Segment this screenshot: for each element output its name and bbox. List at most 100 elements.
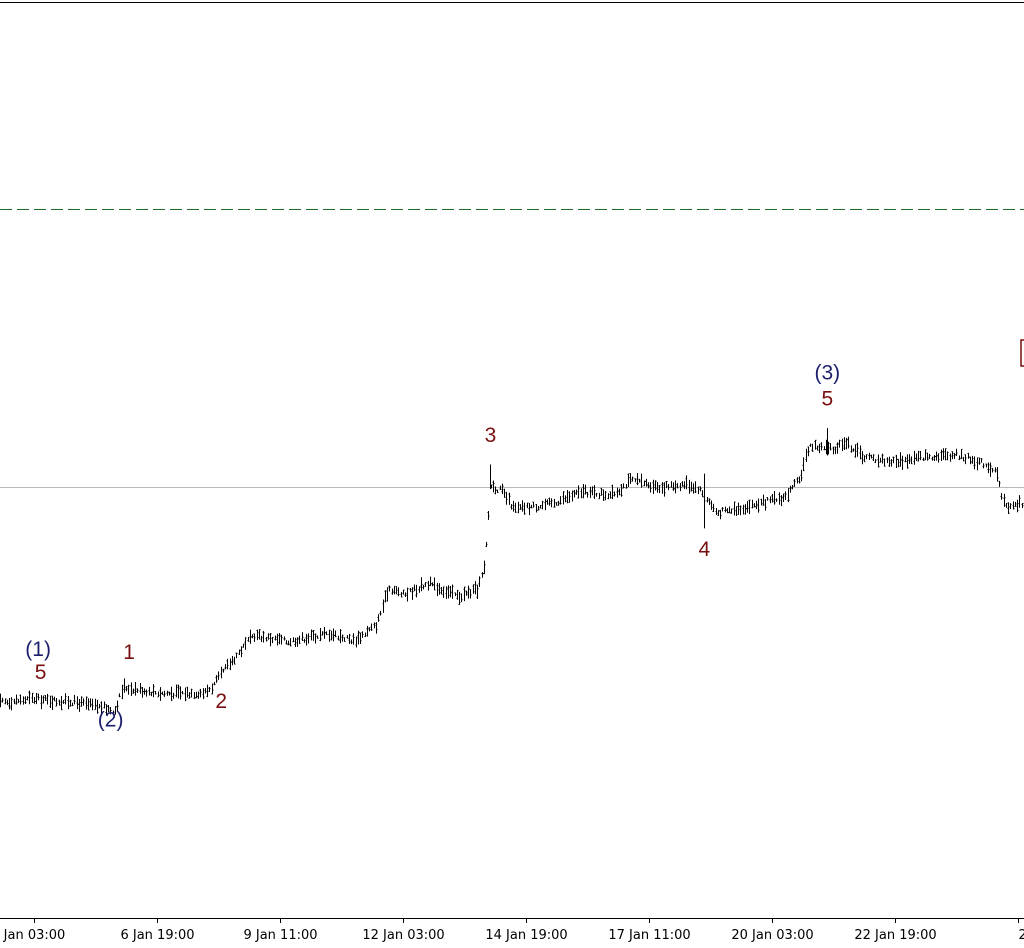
price-bar <box>373 622 376 629</box>
price-bar <box>688 479 691 494</box>
price-bar <box>15 694 18 705</box>
price-bar <box>445 586 448 599</box>
price-bar <box>780 495 783 507</box>
price-bar <box>361 631 364 638</box>
price-bar <box>888 456 891 468</box>
x-tick-label: 9 Jan 11:00 <box>243 928 317 943</box>
price-bar <box>298 635 301 645</box>
price-bar <box>589 486 592 498</box>
price-bar <box>591 486 594 496</box>
price-bar <box>699 486 702 492</box>
price-bar <box>40 695 43 710</box>
price-bar <box>744 504 747 515</box>
price-bar <box>739 505 742 516</box>
price-bar <box>926 452 929 461</box>
price-bar <box>548 497 551 506</box>
price-bar <box>652 479 655 494</box>
price-bar <box>602 489 605 501</box>
price-bar <box>190 688 193 698</box>
price-bar <box>910 456 913 465</box>
price-bar <box>222 668 225 673</box>
price-bar <box>625 483 628 489</box>
price-bar <box>98 703 101 709</box>
price-bar <box>874 459 877 463</box>
price-bar <box>157 691 160 698</box>
price-bar <box>496 489 499 493</box>
price-bar <box>899 452 902 467</box>
price-bar <box>991 467 994 473</box>
price-bar <box>708 498 711 505</box>
price-bar <box>879 457 882 463</box>
price-bar <box>895 454 898 468</box>
price-bar <box>942 448 945 460</box>
price-bar <box>616 487 619 498</box>
price-bar <box>413 584 416 592</box>
price-bar <box>397 587 400 597</box>
price-bar <box>33 697 36 704</box>
price-bar <box>582 484 585 499</box>
price-bar <box>386 587 389 602</box>
price-bar <box>737 502 740 515</box>
price-bar <box>784 491 787 501</box>
price-bar <box>393 585 396 595</box>
price-bar <box>854 444 857 458</box>
price-bar <box>206 684 209 698</box>
price-bar <box>215 675 218 683</box>
price-bar <box>224 664 227 670</box>
price-bar <box>55 698 58 707</box>
price-bar <box>127 684 130 695</box>
price-bar <box>712 503 715 512</box>
price-bar <box>17 698 20 703</box>
price-bar <box>330 630 333 641</box>
price-bar <box>805 448 808 463</box>
price-bar <box>586 491 589 498</box>
price-bar <box>973 456 976 470</box>
price-bar <box>618 488 621 496</box>
price-bar <box>829 443 832 451</box>
price-bar <box>771 494 774 503</box>
price-bar <box>422 584 425 590</box>
wave-label: 2 <box>215 690 227 713</box>
price-bar <box>438 583 441 595</box>
price-bar <box>121 684 124 700</box>
price-bar <box>762 494 765 506</box>
price-bar <box>116 700 119 712</box>
price-bar <box>478 576 481 587</box>
price-bar <box>346 635 349 639</box>
price-bar <box>352 633 355 645</box>
price-bar <box>440 587 443 595</box>
price-bar <box>148 686 151 696</box>
price-bar <box>161 691 164 696</box>
price-bar <box>348 633 351 644</box>
price-bar <box>130 682 133 696</box>
price-bar <box>526 502 529 509</box>
price-bar <box>796 477 799 484</box>
price-bar <box>469 589 472 599</box>
price-bar <box>978 457 981 465</box>
price-bar <box>465 590 468 596</box>
price-bar <box>13 698 16 705</box>
price-bar <box>872 454 875 462</box>
price-bar <box>424 582 427 587</box>
price-bar <box>834 446 837 455</box>
price-bar <box>528 503 531 516</box>
price-bar <box>301 632 304 641</box>
price-bar <box>580 488 583 499</box>
price-bar <box>325 631 328 636</box>
price-bar <box>467 585 470 599</box>
price-bar <box>303 638 306 643</box>
price-bar <box>208 686 211 693</box>
price-bar <box>8 697 11 710</box>
price-bar <box>674 480 677 494</box>
price-bar <box>906 454 909 469</box>
price-bar <box>19 694 22 705</box>
price-bar <box>134 681 137 696</box>
price-bar <box>136 688 139 693</box>
price-bar <box>1009 503 1012 510</box>
price-bar <box>949 453 952 462</box>
price-bar <box>523 502 526 515</box>
price-bar <box>355 636 358 648</box>
price-bar <box>901 455 904 470</box>
x-tick-label: 17 Jan 11:00 <box>608 928 690 943</box>
price-bar <box>861 451 864 465</box>
